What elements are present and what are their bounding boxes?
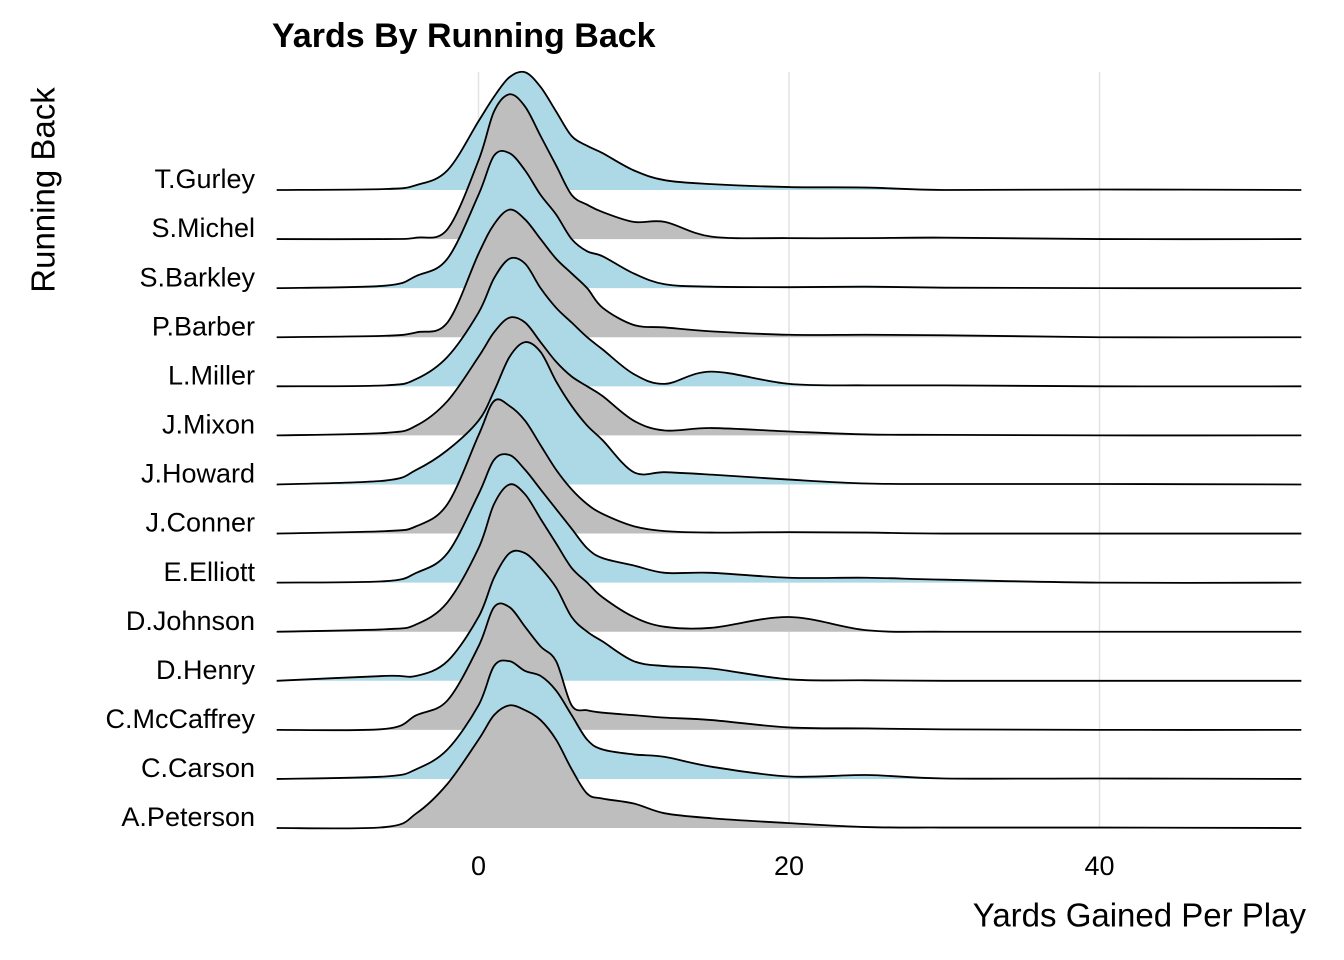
y-tick-label: E.Elliott <box>163 557 255 587</box>
ridge-line <box>276 208 1302 339</box>
ridge-line <box>276 93 1302 241</box>
ridge-line <box>276 256 1302 388</box>
ridge-line <box>276 341 1302 486</box>
ridge-line <box>276 602 1302 732</box>
ridge-line <box>276 659 1302 780</box>
y-tick-label: A.Peterson <box>121 802 255 832</box>
ridge-area <box>276 705 1302 829</box>
x-tick-label: 20 <box>774 851 804 881</box>
y-tick-label: D.Henry <box>156 655 256 685</box>
ridge-line <box>276 398 1302 535</box>
y-tick-label: J.Conner <box>145 508 255 538</box>
y-axis-label: Running Back <box>25 87 62 293</box>
ridge-line <box>276 149 1302 290</box>
ridge-line <box>276 70 1302 191</box>
y-tick-label: S.Barkley <box>139 262 255 292</box>
y-tick-label: L.Miller <box>168 360 255 390</box>
chart-title: Yards By Running Back <box>272 17 656 55</box>
y-tick-label: P.Barber <box>152 311 255 341</box>
y-tick-label: D.Johnson <box>126 606 255 636</box>
ridge-line <box>276 453 1302 584</box>
x-tick-label: 0 <box>471 851 486 881</box>
ridge-line <box>276 704 1302 830</box>
y-tick-label: C.McCaffrey <box>105 704 255 734</box>
y-tick-label: J.Mixon <box>162 410 255 440</box>
ridge-line <box>276 549 1302 682</box>
y-tick-label: J.Howard <box>141 459 255 489</box>
y-tick-label: T.Gurley <box>154 164 255 194</box>
y-tick-label: C.Carson <box>141 753 255 783</box>
x-axis-label: Yards Gained Per Play <box>973 897 1307 934</box>
ridge-line <box>276 483 1302 633</box>
ridge-line <box>276 316 1302 437</box>
x-tick-label: 40 <box>1084 851 1114 881</box>
y-tick-label: S.Michel <box>151 213 255 243</box>
